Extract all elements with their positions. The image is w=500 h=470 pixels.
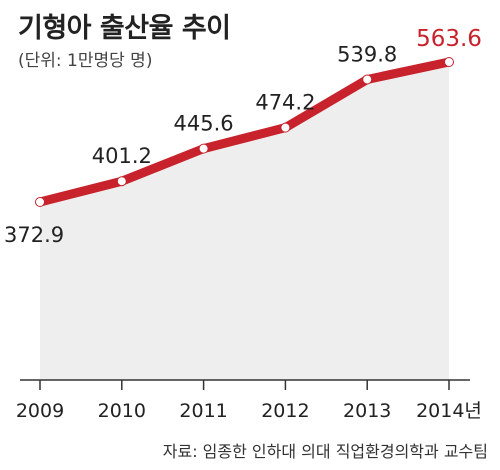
data-point [35,197,45,207]
data-point [198,143,209,154]
x-tick-label: 2014년 [416,400,482,422]
chart-title: 기형아 출산율 추이 [18,13,231,44]
x-tick-label: 2009 [16,400,64,422]
area-fill [40,62,449,380]
x-tick-label: 2012 [261,400,309,422]
data-label: 474.2 [255,91,315,115]
data-point [280,122,291,133]
data-label: 401.2 [92,144,152,168]
data-point [444,57,454,67]
data-label: 445.6 [174,112,234,136]
plot-area: 2009 2010 2011 2012 2013 2014년 372.9 401.2 445.6… [4,26,482,422]
x-tick-label: 2011 [179,400,227,422]
data-point [116,176,127,187]
x-tick-label: 2010 [98,400,146,422]
chart-unit: (단위: 1만명당 명) [18,51,153,71]
source-note: 자료: 임종한 인하대 의대 직업환경의학과 교수팀 [162,442,488,461]
data-label: 539.8 [337,42,397,66]
data-label: 563.6 [416,26,482,52]
data-point [362,74,373,85]
x-tick-label: 2013 [343,400,391,422]
series-line [35,57,454,207]
data-label: 372.9 [4,223,64,247]
